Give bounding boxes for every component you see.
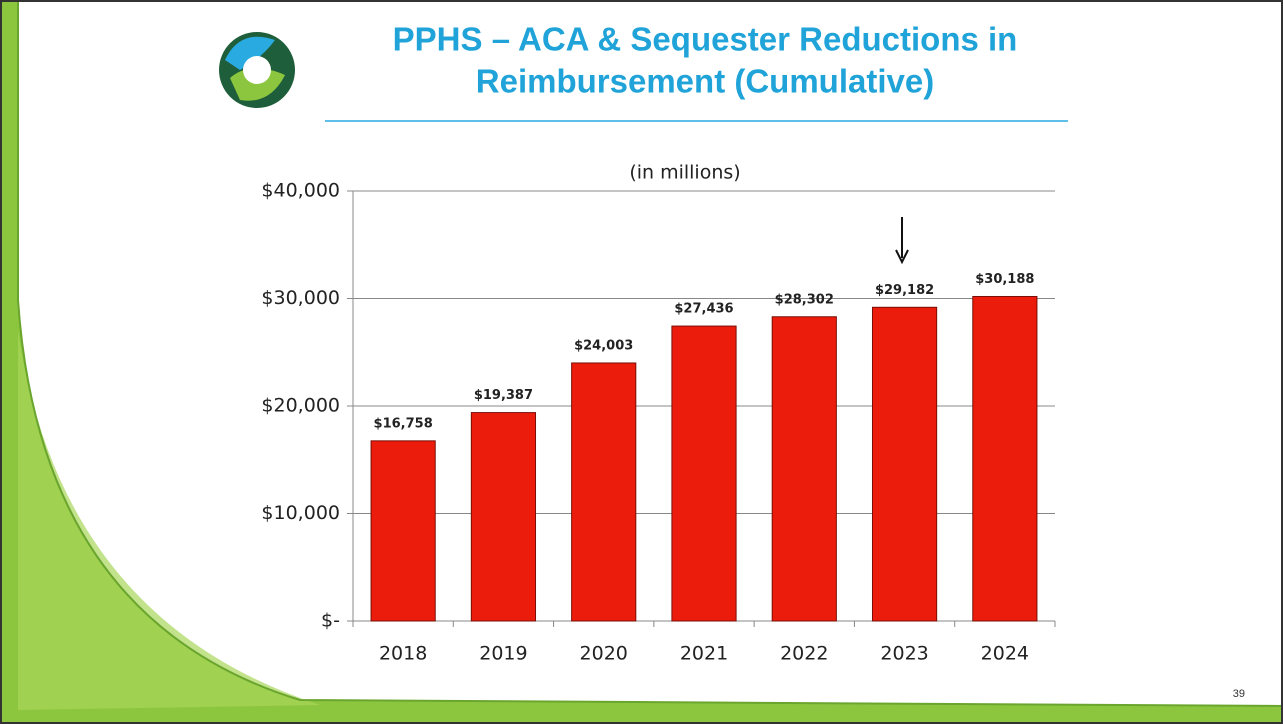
value-label: $16,758 [374, 416, 433, 431]
value-label: $30,188 [975, 272, 1034, 287]
bar [672, 326, 736, 621]
logo-center [243, 56, 271, 84]
x-tick-label: 2024 [981, 643, 1029, 665]
value-label: $27,436 [674, 302, 733, 317]
value-label: $28,302 [775, 292, 834, 307]
y-tick-label: $20,000 [261, 395, 340, 417]
x-tick-label: 2019 [479, 643, 527, 665]
x-tick-label: 2021 [680, 643, 728, 665]
x-tick-label: 2022 [780, 643, 828, 665]
title-line: Reimbursement (Cumulative) [476, 63, 934, 100]
logo [219, 32, 295, 108]
y-tick-label: $10,000 [261, 502, 340, 524]
slide: PPHS – ACA & Sequester Reductions in Rei… [0, 0, 1283, 724]
value-label: $29,182 [875, 283, 934, 298]
bar [772, 317, 836, 621]
value-label: $19,387 [474, 388, 533, 403]
bar [872, 307, 936, 621]
y-tick-label: $- [321, 610, 340, 632]
x-tick-label: 2018 [379, 643, 427, 665]
subtitle: (in millions) [629, 162, 740, 184]
y-tick-label: $30,000 [261, 287, 340, 309]
bar [371, 441, 435, 621]
x-tick-label: 2023 [880, 643, 928, 665]
page-number: 39 [1233, 688, 1245, 700]
slide-background [0, 0, 1283, 724]
y-tick-label: $40,000 [261, 180, 340, 202]
title-line: PPHS – ACA & Sequester Reductions in [393, 21, 1018, 58]
value-label: $24,003 [574, 338, 633, 353]
x-tick-label: 2020 [580, 643, 628, 665]
bar [471, 413, 535, 621]
bar [572, 363, 636, 621]
bar [973, 296, 1037, 621]
